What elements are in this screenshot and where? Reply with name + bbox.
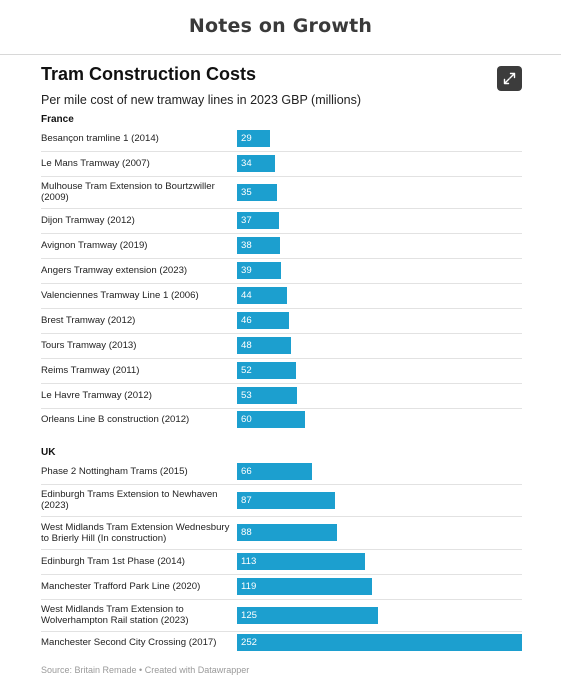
bar: 52 xyxy=(237,362,296,379)
category-label: Brest Tramway (2012) xyxy=(41,315,136,326)
category-label: Mulhouse Tram Extension to Bourtzwiller … xyxy=(41,181,215,203)
bar-row: Orleans Line B construction (2012) 60 xyxy=(41,408,522,430)
bar-row: Mulhouse Tram Extension to Bourtzwiller … xyxy=(41,176,522,209)
bar-row: Manchester Second City Crossing (2017) 25… xyxy=(41,631,522,653)
category-label: Reims Tramway (2011) xyxy=(41,365,140,376)
bar-value-label: 87 xyxy=(241,495,252,506)
bar: 87 xyxy=(237,492,336,509)
bar-value-label: 53 xyxy=(241,390,252,401)
bar-row: Angers Tramway extension (2023) 39 xyxy=(41,258,522,284)
category-label: Besançon tramline 1 (2014) xyxy=(41,133,159,144)
bar-value-label: 252 xyxy=(241,637,258,648)
expand-button[interactable] xyxy=(497,66,522,91)
category-label: Edinburgh Tram 1st Phase (2014) xyxy=(41,556,185,567)
category-label: Dijon Tramway (2012) xyxy=(41,215,135,226)
bar-row: Besançon tramline 1 (2014) 29 xyxy=(41,126,522,152)
bar-value-label: 113 xyxy=(241,556,257,567)
bar-row: Brest Tramway (2012) 46 xyxy=(41,308,522,334)
category-label: Le Havre Tramway (2012) xyxy=(41,390,152,401)
bar: 35 xyxy=(237,184,277,201)
bar: 37 xyxy=(237,212,279,229)
category-label: West Midlands Tram Extension Wednesbury … xyxy=(41,522,230,544)
category-label: Phase 2 Nottingham Trams (2015) xyxy=(41,466,188,477)
chart-title: Tram Construction Costs xyxy=(41,64,257,84)
bar-row: Edinburgh Tram 1st Phase (2014) 113 xyxy=(41,549,522,575)
bar: 252 xyxy=(237,634,522,651)
bar-row: Le Mans Tramway (2007) 34 xyxy=(41,151,522,177)
bar: 39 xyxy=(237,262,282,279)
group-label: UK xyxy=(41,447,56,458)
category-label: Manchester Trafford Park Line (2020) xyxy=(41,581,201,592)
site-header: Notes on Growth xyxy=(0,0,561,55)
bar: 88 xyxy=(237,524,337,541)
bar-row: Dijon Tramway (2012) 37 xyxy=(41,208,522,234)
bar-value-label: 66 xyxy=(241,466,252,477)
category-label: West Midlands Tram Extension to Wolverha… xyxy=(41,604,189,626)
category-label: Manchester Second City Crossing (2017) xyxy=(41,637,217,648)
site-title[interactable]: Notes on Growth xyxy=(188,15,373,37)
bar-value-label: 88 xyxy=(241,527,252,538)
category-label: Edinburgh Trams Extension to Newhaven (2… xyxy=(41,489,218,511)
category-label: Orleans Line B construction (2012) xyxy=(41,414,190,425)
bar-value-label: 38 xyxy=(241,240,252,251)
bar-row: Valenciennes Tramway Line 1 (2006) 44 xyxy=(41,283,522,309)
bar-value-label: 46 xyxy=(241,315,252,326)
bar-value-label: 39 xyxy=(241,265,252,276)
category-label: Le Mans Tramway (2007) xyxy=(41,158,150,169)
bar: 125 xyxy=(237,607,379,624)
bar-row: Le Havre Tramway (2012) 53 xyxy=(41,383,522,409)
bar: 44 xyxy=(237,287,287,304)
bar-row: West Midlands Tram Extension Wednesbury … xyxy=(41,516,522,550)
category-label: Avignon Tramway (2019) xyxy=(41,240,148,251)
chart-footer: Source: Britain Remade • Created with Da… xyxy=(41,665,250,675)
bar: 53 xyxy=(237,387,297,404)
bar-value-label: 48 xyxy=(241,340,252,351)
bar-value-label: 37 xyxy=(241,215,252,226)
bar-value-label: 52 xyxy=(241,365,252,376)
bar-value-label: 119 xyxy=(241,581,257,592)
bar: 48 xyxy=(237,337,292,354)
bar-value-label: 34 xyxy=(241,158,252,169)
bar: 119 xyxy=(237,578,372,595)
bar-value-label: 125 xyxy=(241,610,258,621)
bar-row: Phase 2 Nottingham Trams (2015) 66 xyxy=(41,459,522,485)
chart-subtitle: Per mile cost of new tramway lines in 20… xyxy=(41,93,362,107)
bar: 34 xyxy=(237,155,276,172)
bar-row: Avignon Tramway (2019) 38 xyxy=(41,233,522,259)
bar: 38 xyxy=(237,237,280,254)
group-label: France xyxy=(41,114,74,125)
bar-row: Edinburgh Trams Extension to Newhaven (2… xyxy=(41,484,522,517)
category-label: Tours Tramway (2013) xyxy=(41,340,137,351)
bar-row: West Midlands Tram Extension to Wolverha… xyxy=(41,599,522,632)
bar-row: Manchester Trafford Park Line (2020) 119 xyxy=(41,574,522,600)
bar-value-label: 44 xyxy=(241,290,252,301)
bar-value-label: 29 xyxy=(241,133,252,144)
category-label: Valenciennes Tramway Line 1 (2006) xyxy=(41,290,199,301)
bar: 46 xyxy=(237,312,290,329)
bar: 113 xyxy=(237,553,365,570)
bar-row: Reims Tramway (2011) 52 xyxy=(41,358,522,384)
bar-value-label: 35 xyxy=(241,187,252,198)
bar: 66 xyxy=(237,463,312,480)
expand-arrows-icon xyxy=(503,72,516,85)
bar-row: Tours Tramway (2013) 48 xyxy=(41,333,522,359)
bar: 60 xyxy=(237,411,305,428)
category-label: Angers Tramway extension (2023) xyxy=(41,265,188,276)
bar: 29 xyxy=(237,130,270,147)
bar-value-label: 60 xyxy=(241,414,252,425)
